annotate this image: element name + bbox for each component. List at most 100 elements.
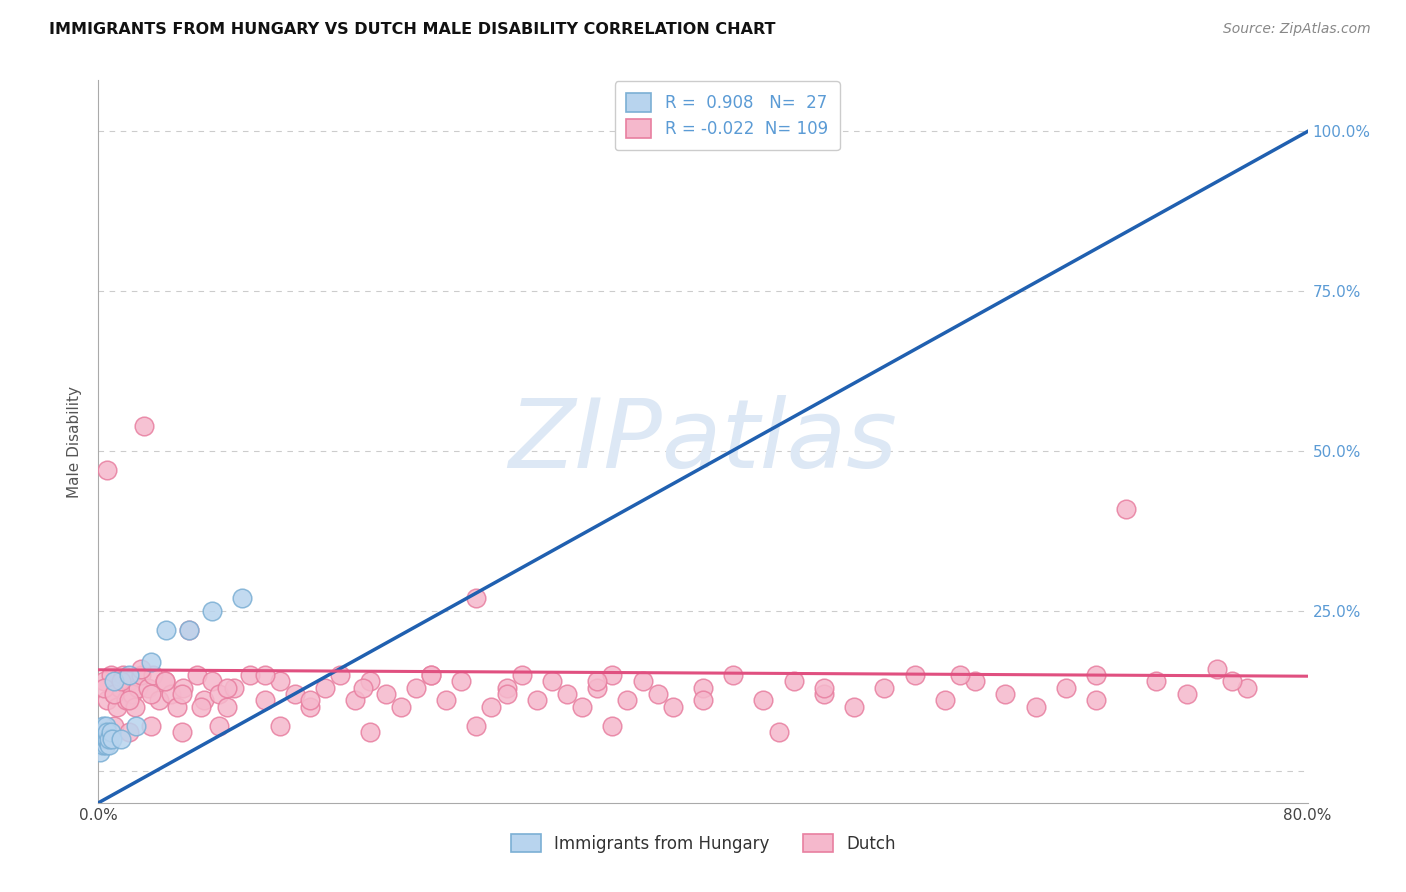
Point xyxy=(201,604,224,618)
Point xyxy=(118,674,141,689)
Point xyxy=(98,738,121,752)
Point xyxy=(253,668,276,682)
Point xyxy=(114,693,136,707)
Point xyxy=(1220,674,1243,689)
Point xyxy=(1115,501,1137,516)
Point xyxy=(555,687,578,701)
Point xyxy=(94,738,117,752)
Point xyxy=(129,668,152,682)
Point xyxy=(94,719,117,733)
Point xyxy=(111,668,134,682)
Point xyxy=(994,687,1017,701)
Point xyxy=(179,623,201,637)
Point xyxy=(103,674,125,689)
Point xyxy=(571,699,593,714)
Point xyxy=(481,699,503,714)
Point xyxy=(768,725,790,739)
Point xyxy=(142,668,165,682)
Text: IMMIGRANTS FROM HUNGARY VS DUTCH MALE DISABILITY CORRELATION CHART: IMMIGRANTS FROM HUNGARY VS DUTCH MALE DI… xyxy=(49,22,776,37)
Point xyxy=(934,693,956,707)
Point xyxy=(110,674,132,689)
Point xyxy=(153,674,176,689)
Point xyxy=(148,693,170,707)
Point xyxy=(186,668,208,682)
Point xyxy=(91,719,114,733)
Point xyxy=(405,681,427,695)
Point xyxy=(105,699,128,714)
Point xyxy=(360,674,382,689)
Point xyxy=(208,687,231,701)
Point xyxy=(215,681,238,695)
Point xyxy=(692,693,714,707)
Point xyxy=(208,719,231,733)
Point xyxy=(420,668,443,682)
Point xyxy=(141,719,163,733)
Point xyxy=(118,725,141,739)
Point xyxy=(1236,681,1258,695)
Point xyxy=(110,731,132,746)
Point xyxy=(420,668,443,682)
Point xyxy=(965,674,987,689)
Point xyxy=(949,668,972,682)
Point xyxy=(813,687,835,701)
Point xyxy=(510,668,533,682)
Point xyxy=(495,681,517,695)
Point xyxy=(344,693,367,707)
Point xyxy=(813,681,835,695)
Point xyxy=(100,725,122,739)
Point xyxy=(631,674,654,689)
Point xyxy=(1085,668,1108,682)
Point xyxy=(132,418,155,433)
Point xyxy=(586,681,609,695)
Point xyxy=(465,591,488,606)
Point xyxy=(170,687,193,701)
Point xyxy=(299,693,322,707)
Point xyxy=(253,693,276,707)
Point xyxy=(121,687,143,701)
Point xyxy=(540,674,562,689)
Point xyxy=(224,681,246,695)
Point xyxy=(752,693,775,707)
Point xyxy=(723,668,745,682)
Point xyxy=(127,681,149,695)
Point xyxy=(239,668,262,682)
Point xyxy=(91,731,114,746)
Point xyxy=(352,681,374,695)
Point xyxy=(602,719,624,733)
Y-axis label: Male Disability: Male Disability xyxy=(67,385,83,498)
Point xyxy=(94,731,117,746)
Point xyxy=(93,681,115,695)
Text: Source: ZipAtlas.com: Source: ZipAtlas.com xyxy=(1223,22,1371,37)
Point xyxy=(269,674,291,689)
Point xyxy=(103,687,125,701)
Point xyxy=(1144,674,1167,689)
Point xyxy=(93,674,115,689)
Point xyxy=(93,725,115,739)
Point xyxy=(360,725,382,739)
Point xyxy=(495,687,517,701)
Point xyxy=(155,623,177,637)
Point xyxy=(873,681,896,695)
Point xyxy=(692,681,714,695)
Point xyxy=(100,668,122,682)
Point xyxy=(193,693,215,707)
Point xyxy=(129,661,152,675)
Legend: Immigrants from Hungary, Dutch: Immigrants from Hungary, Dutch xyxy=(503,828,903,860)
Point xyxy=(96,693,118,707)
Point xyxy=(526,693,548,707)
Point xyxy=(450,674,472,689)
Point xyxy=(190,699,212,714)
Point xyxy=(96,725,118,739)
Text: ZIPatlas: ZIPatlas xyxy=(509,395,897,488)
Point xyxy=(96,463,118,477)
Point xyxy=(89,738,111,752)
Point xyxy=(284,687,307,701)
Point xyxy=(1085,693,1108,707)
Point xyxy=(170,725,193,739)
Point xyxy=(90,725,112,739)
Point xyxy=(374,687,396,701)
Point xyxy=(269,719,291,733)
Point xyxy=(124,699,146,714)
Point xyxy=(108,681,131,695)
Point xyxy=(90,731,112,746)
